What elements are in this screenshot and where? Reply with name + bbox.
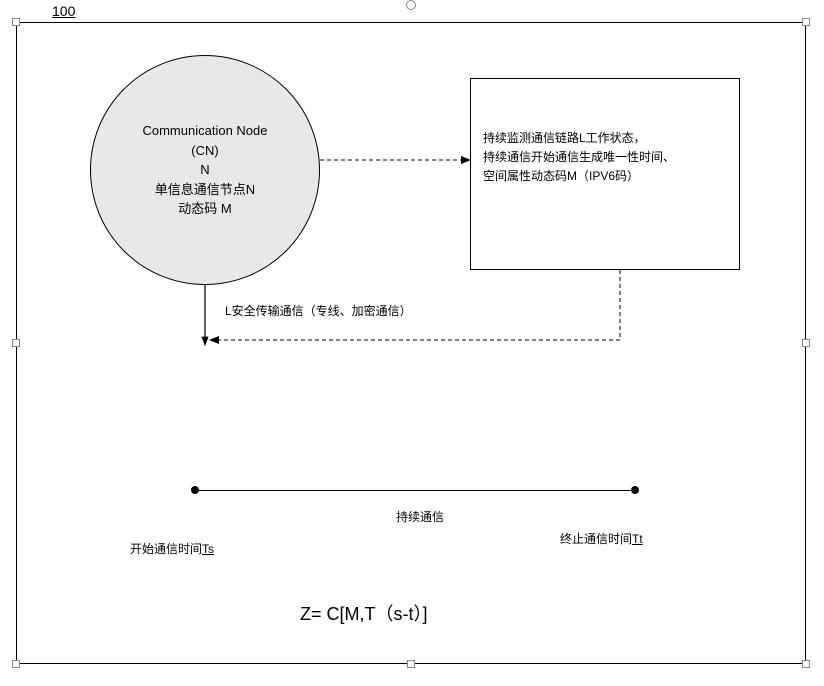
timeline-dot-start	[191, 486, 199, 494]
timeline-right-label: 终止通信时间Tt	[560, 530, 643, 547]
handle-tl	[12, 18, 20, 26]
rect-line-1: 持续监测通信链路L工作状态，	[483, 129, 727, 148]
handle-mb	[407, 660, 415, 668]
timeline-left-pre: 开始通信时间	[130, 542, 202, 556]
circle-line-1: Communication Node	[142, 121, 267, 141]
circle-line-5: 动态码 M	[178, 199, 231, 219]
handle-tr	[802, 18, 810, 26]
handle-br	[802, 660, 810, 668]
timeline-line	[195, 490, 635, 491]
rect-line-3: 空间属性动态码M（IPV6码）	[483, 167, 727, 186]
circle-line-3: N	[200, 160, 209, 180]
figure-number: 100	[52, 3, 75, 19]
handle-mr	[802, 339, 810, 347]
circle-line-2: (CN)	[191, 141, 218, 161]
handle-bl	[12, 660, 20, 668]
timeline-mid-label: 持续通信	[380, 508, 460, 525]
timeline-dot-end	[631, 486, 639, 494]
timeline-left-label: 开始通信时间Ts	[130, 540, 214, 557]
rotate-handle	[406, 0, 416, 10]
timeline-right-u: Tt	[632, 532, 643, 546]
formula-text: Z= C[M,T（s-t）]	[300, 600, 428, 626]
diagram-canvas: 100 Communication Node (CN) N 单信息通信节点N 动…	[0, 0, 824, 686]
monitor-rect: 持续监测通信链路L工作状态， 持续通信开始通信生成唯一性时间、 空间属性动态码M…	[470, 78, 740, 270]
circle-line-4: 单信息通信节点N	[155, 180, 255, 200]
link-label: L安全传输通信（专线、加密通信）	[225, 302, 412, 319]
communication-node-circle: Communication Node (CN) N 单信息通信节点N 动态码 M	[90, 55, 320, 285]
handle-ml	[12, 339, 20, 347]
timeline-left-u: Ts	[202, 542, 214, 556]
timeline-right-pre: 终止通信时间	[560, 532, 632, 546]
rect-line-2: 持续通信开始通信生成唯一性时间、	[483, 148, 727, 167]
